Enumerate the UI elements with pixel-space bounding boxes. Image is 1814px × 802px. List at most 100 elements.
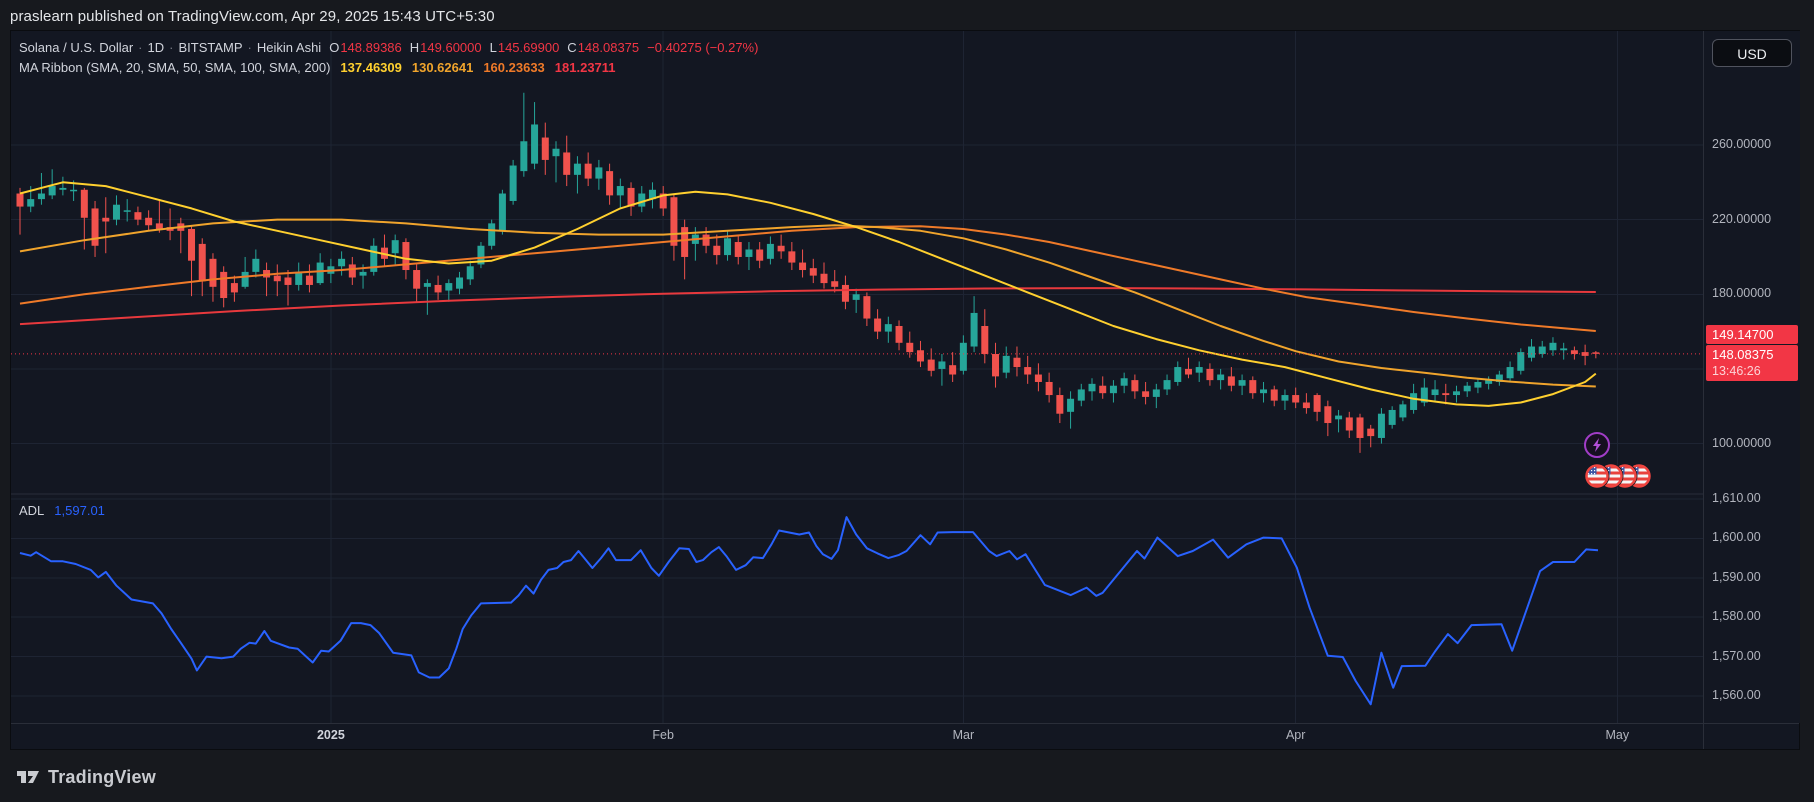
- ma-value: 160.23633: [483, 60, 545, 75]
- candle-body: [756, 249, 764, 261]
- candle-body: [456, 277, 464, 289]
- tradingview-logo[interactable]: TradingView: [16, 766, 156, 788]
- time-axis[interactable]: 2025 Feb Mar Apr May: [11, 723, 1799, 749]
- candle-body: [874, 318, 882, 332]
- price-axis-label: 220.00000: [1712, 211, 1772, 226]
- candle-body: [1099, 385, 1107, 394]
- candle-body: [348, 264, 356, 278]
- candle-body: [863, 296, 871, 319]
- candle-body: [80, 189, 88, 218]
- close-label: C: [567, 40, 577, 55]
- adl-axis-label: 1,590.00: [1712, 569, 1761, 584]
- adl-axis-label: 1,560.00: [1712, 688, 1761, 702]
- candle-body: [788, 251, 796, 263]
- candle-body: [520, 141, 528, 172]
- candle-body: [852, 294, 860, 300]
- price-chart-canvas[interactable]: [11, 31, 1703, 723]
- adl-axis-label: 1,600.00: [1712, 530, 1761, 545]
- candle-body: [938, 361, 946, 369]
- candle-body: [809, 268, 817, 276]
- us-flag-event-icon[interactable]: [1584, 463, 1610, 489]
- candle-body: [1163, 380, 1171, 390]
- candle-body: [841, 284, 849, 302]
- candle-body: [1002, 355, 1010, 373]
- candle-body: [734, 242, 742, 257]
- time-axis-label: Feb: [652, 728, 674, 742]
- candle-body: [584, 163, 592, 179]
- adl-line: [19, 516, 1599, 706]
- candle-body: [70, 189, 78, 192]
- time-axis-label: 2025: [316, 728, 345, 742]
- symbol-name[interactable]: Solana / U.S. Dollar: [19, 40, 134, 55]
- candle-body: [488, 223, 496, 246]
- candle-body: [1452, 391, 1460, 396]
- currency-button[interactable]: USD: [1712, 39, 1792, 67]
- candle-body: [895, 326, 903, 343]
- candle-body: [284, 277, 292, 285]
- candle-body: [745, 249, 753, 257]
- candle-body: [1270, 389, 1278, 401]
- candle-body: [145, 217, 153, 226]
- candle-body: [1442, 393, 1450, 396]
- tradingview-logo-text: TradingView: [48, 766, 156, 787]
- candle-body: [1120, 378, 1128, 386]
- candle-body: [209, 258, 217, 287]
- lightning-event-icon[interactable]: [1584, 432, 1610, 458]
- time-axis-label: Apr: [1285, 728, 1306, 742]
- candle-body: [1184, 368, 1192, 375]
- candle-body: [606, 171, 614, 196]
- candle-body: [1260, 389, 1268, 394]
- ma-ribbon-title[interactable]: MA Ribbon (SMA, 20, SMA, 50, SMA, 100, S…: [19, 60, 331, 75]
- candle-body: [466, 266, 474, 280]
- candle-body: [391, 240, 399, 254]
- candle-body: [1217, 374, 1225, 381]
- candle-body: [713, 245, 721, 256]
- candle-body: [1474, 381, 1482, 388]
- candle-body: [1206, 368, 1214, 381]
- candle-body: [884, 324, 892, 332]
- time-axis-label: Mar: [952, 728, 975, 742]
- candle-body: [402, 242, 410, 271]
- candle-body: [970, 312, 978, 347]
- candle-body: [252, 258, 260, 272]
- candle-body: [112, 204, 120, 220]
- candle-body: [155, 223, 163, 229]
- price-badge: 149.14700: [1706, 324, 1798, 344]
- candle-body: [927, 359, 935, 371]
- last-price-countdown-badge: 148.08375 13:46:26: [1706, 344, 1798, 381]
- tradingview-logo-icon: [17, 771, 39, 783]
- candle-body: [370, 245, 378, 272]
- candle-body: [123, 210, 131, 212]
- candle-body: [16, 193, 24, 207]
- ma-value: 181.23711: [554, 60, 616, 75]
- candle-body: [1292, 395, 1300, 403]
- price-axis[interactable]: USD 149.14700 148.08375 13:46:26 260.00000…: [1703, 31, 1800, 723]
- candle-body: [959, 342, 967, 371]
- interval-label[interactable]: 1D: [147, 40, 165, 55]
- candle-body: [316, 262, 324, 284]
- candle-body: [1056, 395, 1064, 414]
- adl-legend[interactable]: ADL 1,597.01: [19, 503, 105, 518]
- candle-body: [1485, 380, 1493, 384]
- candle-body: [1335, 415, 1343, 420]
- candle-body: [681, 227, 689, 257]
- candle-body: [1227, 376, 1235, 386]
- candle-body: [413, 270, 421, 289]
- candle-body: [1067, 398, 1075, 412]
- close-value: 148.08375: [577, 40, 640, 55]
- symbol-legend[interactable]: Solana / U.S. Dollar · 1D · BITSTAMP · Heikin …: [19, 40, 759, 55]
- candle-body: [1560, 348, 1568, 351]
- adl-title[interactable]: ADL: [19, 503, 45, 518]
- candle-body: [434, 284, 442, 293]
- candle-body: [509, 165, 517, 201]
- candle-body: [1088, 383, 1096, 392]
- low-label: L: [489, 40, 497, 55]
- adl-axis-label: 1,580.00: [1712, 609, 1761, 624]
- candle-body: [1570, 350, 1578, 354]
- candle-body: [1109, 385, 1117, 394]
- candle-body: [91, 208, 99, 246]
- ma-ribbon-legend[interactable]: MA Ribbon (SMA, 20, SMA, 50, SMA, 100, S…: [19, 60, 616, 75]
- candle-body: [1549, 342, 1557, 351]
- candle-body: [906, 342, 914, 353]
- candle-body: [1142, 391, 1150, 397]
